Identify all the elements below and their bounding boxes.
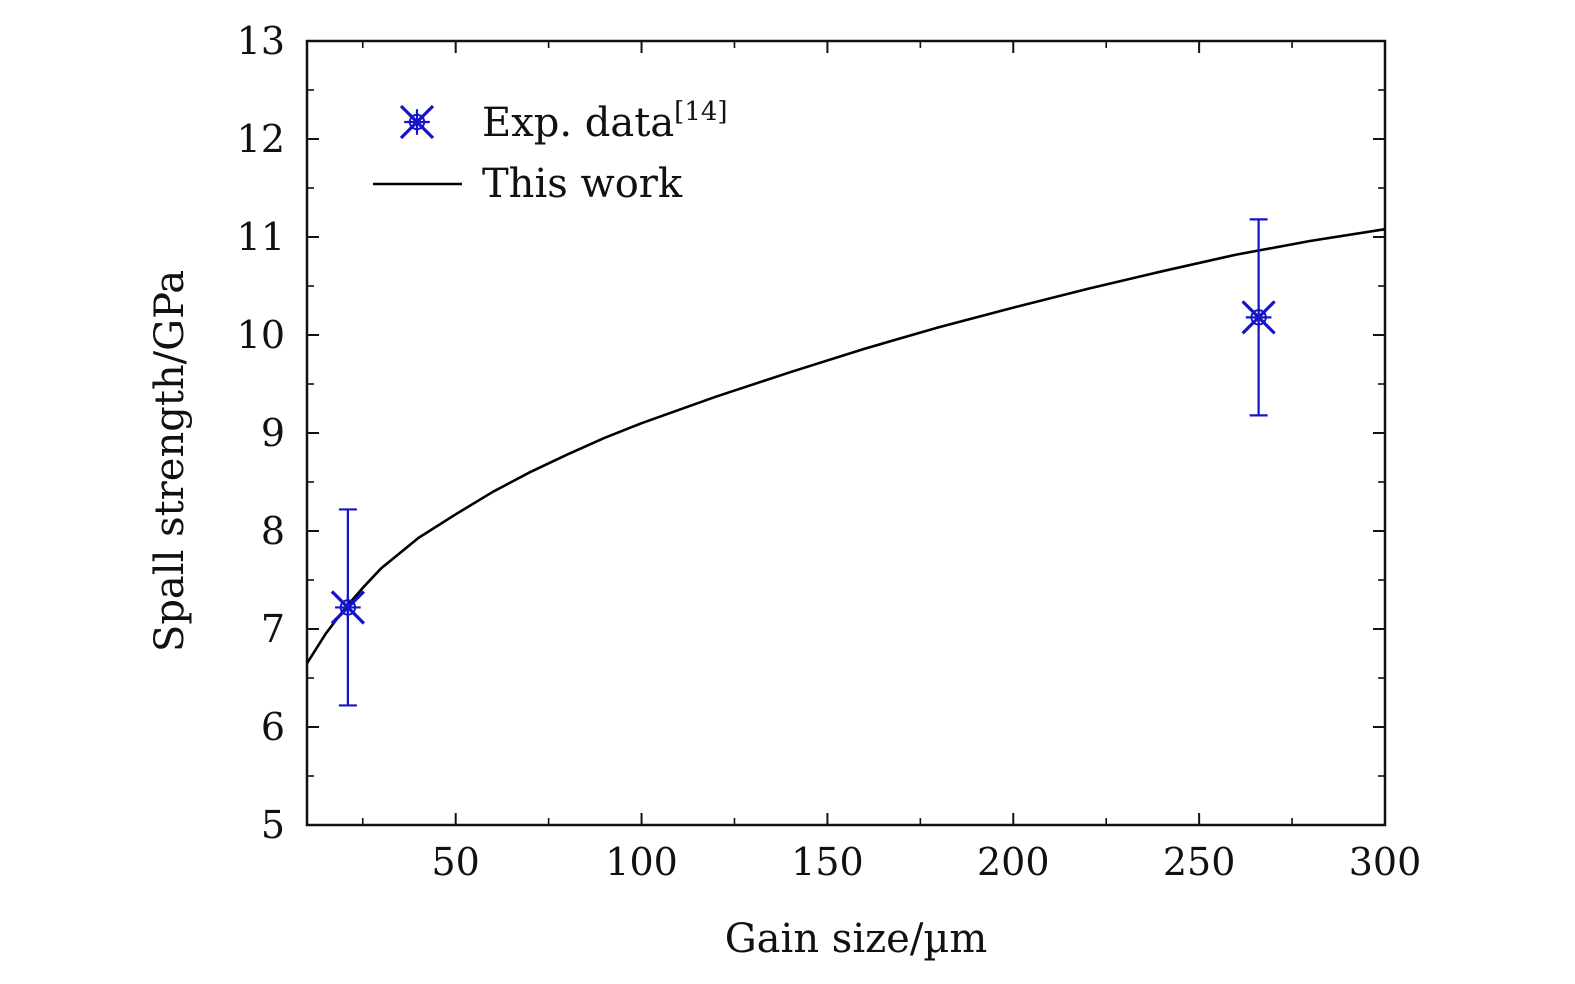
axis-tick-labels: 50 100 150 200 250 300 5 6 7 8 9 10 11 12 13 [237,19,1422,884]
y-tick-label: 12 [237,117,285,161]
y-tick-label: 7 [261,607,285,651]
marker-ring [1250,309,1267,326]
y-tick-label: 5 [261,803,285,847]
x-tick-label: 50 [432,840,480,884]
y-tick-label: 6 [261,705,285,749]
axis-ticks [307,40,1386,826]
plot-frame [305,39,1387,827]
x-tick-label: 150 [791,840,864,884]
y-axis-title: Spall strength/GPa [147,270,193,652]
exp-data-point [330,590,366,625]
x-axis-title: Gain size/µm [725,916,988,962]
legend-exp-data-label: Exp. data[14] [482,97,728,146]
x-tick-label: 100 [605,840,678,884]
legend-this-work-label: This work [482,161,683,207]
x-tick-label: 250 [1163,840,1236,884]
marker-ring [339,599,357,616]
x-tick-label: 200 [977,840,1050,884]
series [305,218,1386,707]
legend-exp-data-marker [399,104,435,140]
this-work-line [305,227,1386,664]
marker-ring [408,113,426,131]
exp-data-point [1241,300,1276,335]
y-tick-label: 11 [237,215,285,259]
y-tick-label: 9 [261,411,285,455]
legend-exp-data-name: Exp. data [482,100,674,146]
y-tick-label: 8 [261,509,285,553]
y-tick-label: 13 [237,19,285,63]
legend-exp-data-citation: [14] [674,97,727,127]
plot-area-frame [305,39,1387,827]
legend: Exp. data[14] This work [373,97,728,207]
y-tick-label: 10 [237,313,285,357]
x-tick-label: 300 [1349,840,1422,884]
